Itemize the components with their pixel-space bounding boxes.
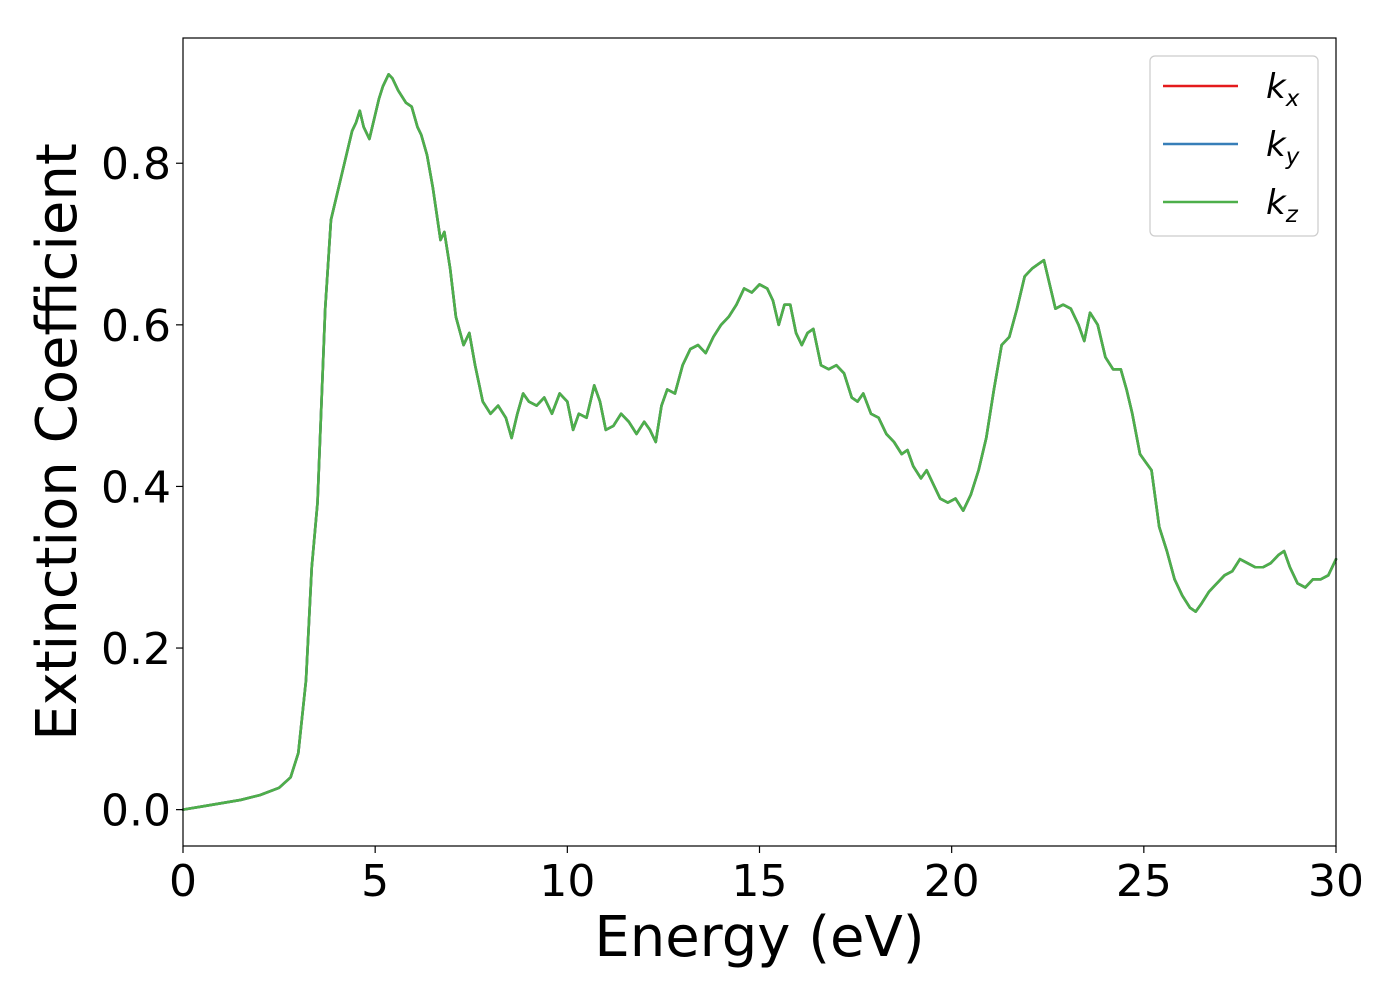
y-tick-label: 0.4: [101, 462, 171, 513]
x-tick-label: 25: [1116, 856, 1172, 907]
y-tick-label: 0.8: [101, 139, 171, 190]
legend-box: [1149, 55, 1319, 237]
x-tick-label: 0: [169, 856, 197, 907]
y-tick-label: 0.2: [101, 624, 171, 675]
legend-items: kx ky kz: [1163, 67, 1300, 228]
x-tick-label: 30: [1308, 856, 1364, 907]
x-axis-label: Energy (eV): [594, 905, 924, 970]
legend: kx ky kz: [1149, 55, 1319, 237]
x-tick-label: 5: [361, 856, 389, 907]
legend-label-z: kz: [1266, 183, 1299, 228]
x-tick-label: 15: [732, 856, 788, 907]
x-tick-label: 20: [924, 856, 980, 907]
x-tick-label: 10: [539, 856, 595, 907]
series-line-z: [181, 73, 1338, 811]
y-axis-ticks: 0.0 0.2 0.4 0.6 0.8: [101, 139, 183, 837]
y-tick-label: 0.0: [101, 786, 171, 837]
y-tick-label: 0.6: [101, 301, 171, 352]
y-axis-label: Extinction Coefficient: [25, 143, 90, 741]
x-axis-ticks: 0 5 10 15 20 25 30: [169, 846, 1364, 907]
series-layer: [181, 73, 1338, 811]
legend-label-y: ky: [1266, 125, 1300, 170]
legend-label-x: kx: [1266, 67, 1300, 112]
